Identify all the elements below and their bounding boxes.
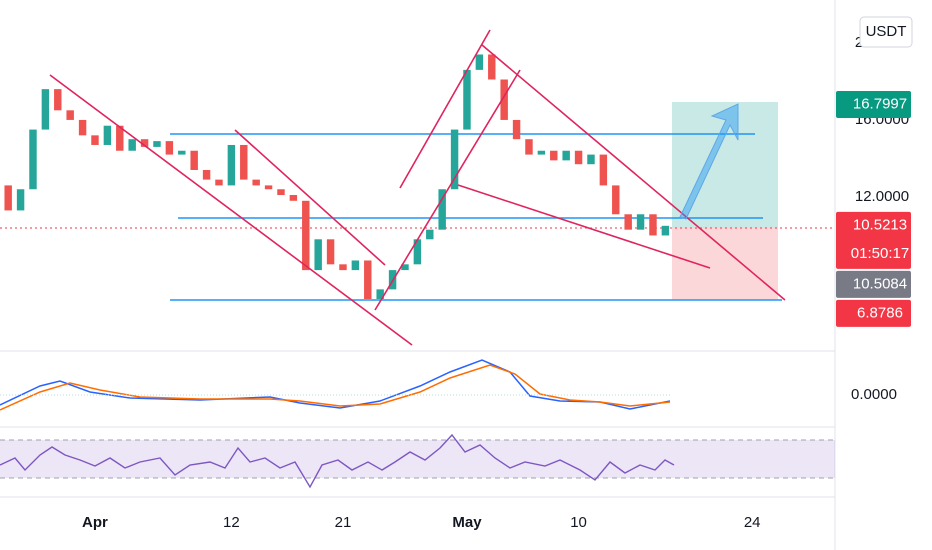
candle — [264, 185, 273, 190]
candle — [413, 239, 422, 265]
x-tick-label: May — [452, 514, 482, 531]
candle — [450, 129, 459, 190]
candle — [587, 154, 595, 165]
horizontal-levels — [170, 133, 782, 301]
trendline — [481, 44, 786, 301]
currency-button[interactable]: USDT — [859, 16, 913, 48]
trendline — [49, 74, 413, 346]
candle — [438, 189, 446, 230]
candle — [252, 179, 260, 186]
candle — [364, 260, 372, 299]
candle — [16, 189, 25, 211]
price-badge-label: 10.5213 — [853, 216, 907, 233]
x-tick-label: 12 — [223, 514, 240, 531]
candle — [326, 239, 335, 265]
candle — [401, 264, 409, 271]
price-badge — [836, 211, 911, 269]
candle — [165, 141, 174, 155]
countdown-label: 01:50:17 — [851, 245, 909, 262]
rsi-panel — [0, 433, 835, 489]
candle — [661, 225, 670, 236]
candle — [240, 144, 248, 180]
candle — [41, 89, 50, 130]
candle — [426, 229, 434, 240]
candle — [116, 125, 124, 151]
candle — [463, 69, 471, 130]
x-tick-label: 10 — [570, 514, 587, 531]
candle — [4, 185, 12, 211]
price-badge-label: 6.8786 — [857, 304, 903, 321]
candle — [339, 264, 347, 271]
candle — [178, 150, 186, 155]
trendline — [374, 69, 521, 311]
candle — [649, 214, 657, 236]
macd-line — [0, 359, 671, 410]
candle — [215, 179, 223, 186]
signal-line — [0, 364, 671, 411]
candle — [202, 169, 211, 180]
currency-label[interactable]: USDT — [866, 23, 907, 40]
candle — [289, 195, 298, 201]
price-badge — [836, 270, 911, 298]
candle — [574, 150, 583, 165]
candle — [66, 110, 74, 120]
candle — [537, 150, 546, 155]
candle — [54, 89, 62, 111]
macd-panel — [0, 359, 672, 411]
candle — [103, 125, 112, 145]
y-tick-label: 12.0000 — [855, 188, 909, 205]
trendline — [234, 129, 386, 266]
candle — [91, 135, 99, 145]
x-tick-label: 21 — [335, 514, 352, 531]
candle — [636, 214, 645, 230]
candle — [302, 200, 310, 271]
x-tick-label: Apr — [82, 514, 108, 531]
macd-zero-label: 0.0000 — [851, 386, 897, 403]
price-badge-label: 10.5084 — [853, 275, 907, 292]
projection-arrow — [679, 103, 739, 220]
candle — [512, 119, 521, 140]
candle — [351, 260, 360, 271]
trendline — [457, 184, 711, 269]
candle — [624, 214, 632, 230]
candle — [190, 150, 198, 170]
price-badge-label: 16.7997 — [853, 96, 907, 113]
candle — [227, 144, 236, 186]
candle — [140, 139, 149, 147]
rsi-band — [0, 440, 835, 478]
candle — [153, 141, 161, 147]
arrow — [679, 103, 739, 220]
x-tick-label: 24 — [744, 514, 761, 531]
price-badge — [836, 91, 911, 119]
candle — [525, 139, 533, 155]
candle — [376, 289, 384, 299]
candles — [4, 54, 670, 299]
trendlines — [49, 29, 786, 346]
candle — [314, 239, 322, 271]
candle — [488, 54, 496, 80]
candle — [475, 54, 484, 70]
currency-button-box[interactable] — [859, 16, 913, 48]
price-badge — [836, 299, 911, 327]
candle — [612, 185, 620, 215]
candle — [500, 79, 508, 120]
price-badges: 16.7997 10.5213 01:50:17 10.5084 6.8786 — [836, 91, 911, 327]
trendline — [399, 29, 491, 189]
candle — [562, 150, 570, 161]
stop-zone — [672, 228, 778, 300]
candle — [277, 189, 285, 196]
candle — [29, 129, 37, 190]
candle — [128, 139, 136, 151]
candle — [78, 119, 87, 136]
candle — [550, 150, 558, 161]
candle — [599, 154, 608, 186]
rsi-line — [0, 433, 675, 489]
